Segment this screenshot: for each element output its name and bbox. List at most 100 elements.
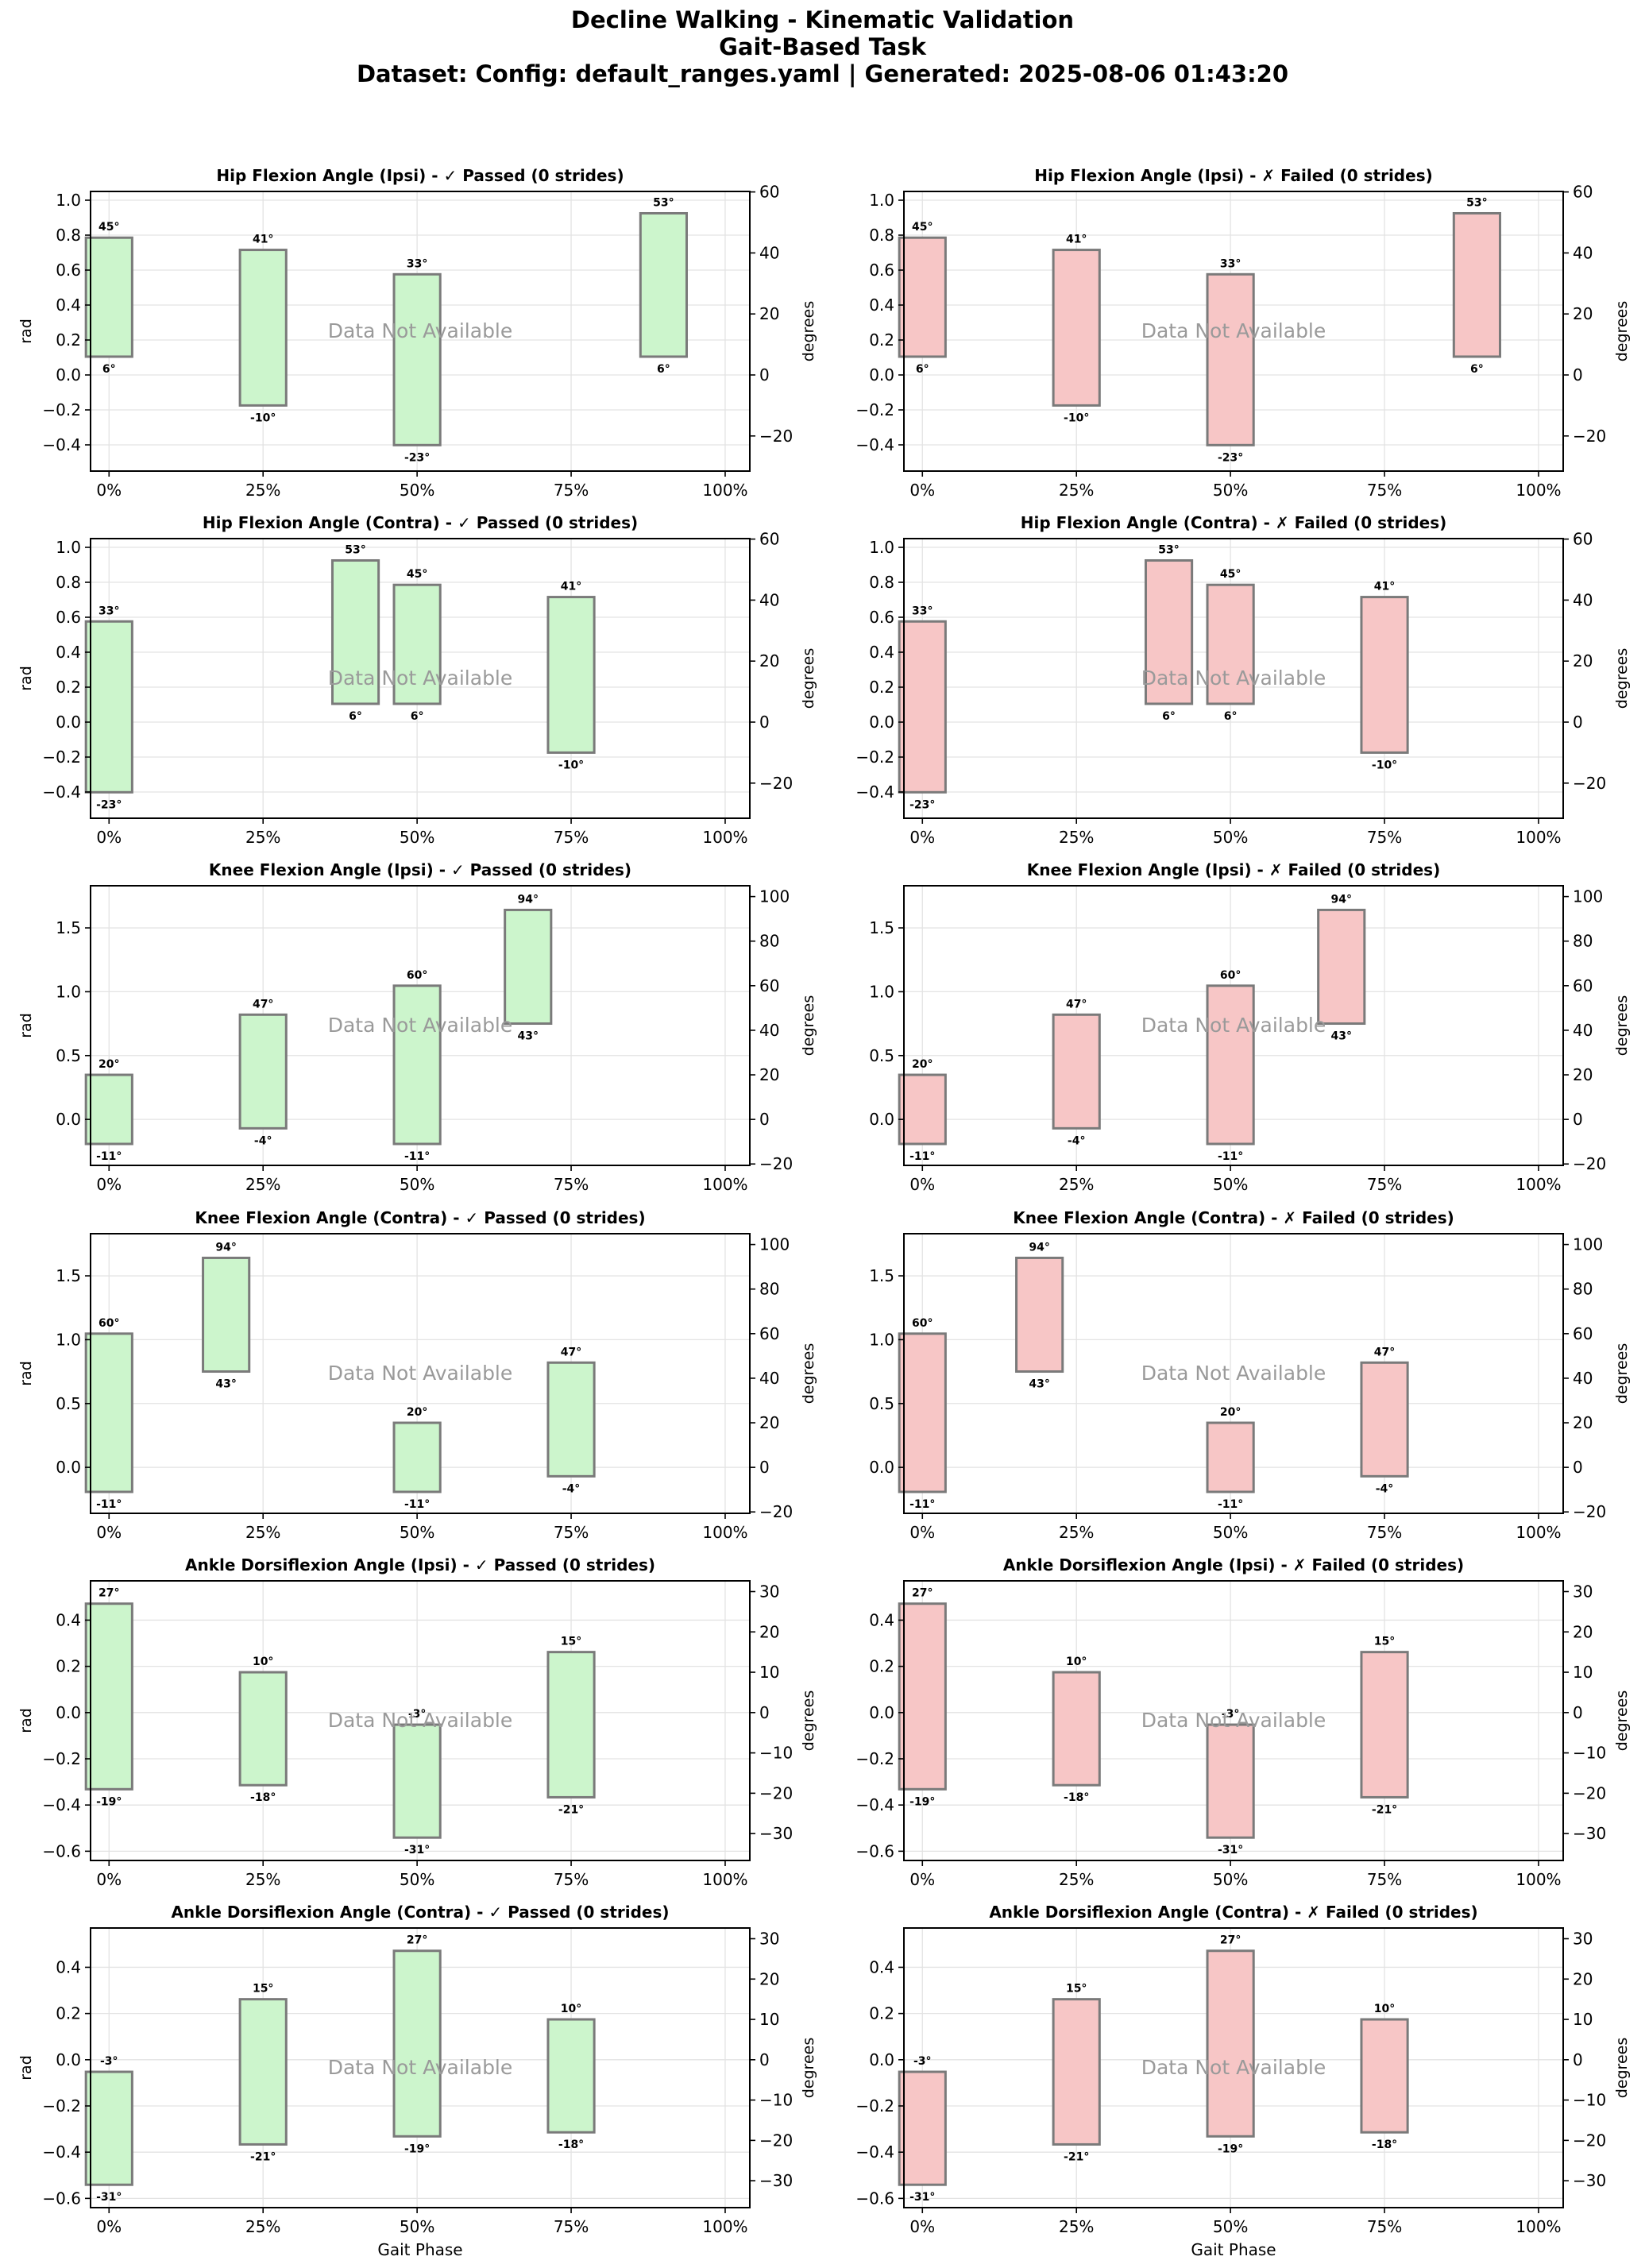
- subplot-title: Ankle Dorsiflexion Angle (Ipsi) - ✗ Fail…: [1003, 1555, 1464, 1574]
- range-box: [1144, 558, 1194, 705]
- y-tick-label: 0.2: [56, 2004, 81, 2023]
- y2-tick-label: 0: [759, 365, 770, 384]
- x-tick-label: 50%: [1213, 1870, 1248, 1889]
- range-box: [639, 211, 688, 358]
- y2-tick-label: 20: [759, 1413, 779, 1432]
- y-tick-label: 0.0: [869, 713, 894, 732]
- range-box: [238, 1998, 288, 2146]
- range-box: [1452, 211, 1501, 358]
- y2-tick-label: −30: [1573, 1824, 1606, 1843]
- range-max-label: 41°: [1066, 234, 1087, 246]
- x-tick-label: 75%: [554, 1870, 589, 1889]
- subplot-title: Knee Flexion Angle (Contra) - ✗ Failed (…: [1013, 1208, 1454, 1227]
- y2-tick-label: 100: [1573, 1235, 1603, 1254]
- range-max-label: 10°: [253, 1656, 273, 1668]
- range-max-label: 20°: [407, 1406, 427, 1419]
- range-min-label: -21°: [250, 2150, 276, 2163]
- y-tick-label: 0.2: [869, 1657, 894, 1676]
- y2-tick-label: −20: [759, 1502, 793, 1521]
- y2-axis-label: degrees: [1613, 2038, 1631, 2098]
- x-tick-label: 25%: [1059, 828, 1094, 847]
- range-min-label: -4°: [1068, 1134, 1086, 1147]
- x-tick-label: 50%: [1213, 1523, 1248, 1542]
- range-max-label: 15°: [561, 1636, 581, 1648]
- range-max-label: 53°: [1466, 196, 1487, 209]
- y2-tick-label: −30: [759, 2171, 793, 2190]
- x-tick-label: 75%: [1367, 828, 1402, 847]
- range-box: [1360, 1651, 1409, 1799]
- range-min-label: -4°: [254, 1134, 272, 1147]
- range-box: [1206, 1421, 1255, 1493]
- y-tick-label: 0.8: [869, 573, 894, 592]
- plot-frame: [90, 191, 751, 472]
- range-max-label: 41°: [253, 234, 273, 246]
- y-tick-label: 0.4: [56, 1957, 81, 1976]
- y2-tick-label: −20: [1573, 1783, 1606, 1802]
- range-max-label: 20°: [98, 1058, 119, 1071]
- subplot-3: 33° -23° 53° 6° 45° 6° 41° -10° −0.4 −0.2 0.0 0.2 0.…: [17, 513, 817, 847]
- figure-title: Decline Walking - Kinematic Validation: [570, 6, 1075, 33]
- y-tick-label: −0.6: [855, 1841, 894, 1860]
- range-min-label: -21°: [1064, 2150, 1089, 2163]
- no-data-text: Data Not Available: [328, 1014, 513, 1037]
- range-box: [84, 620, 133, 794]
- y2-tick-label: −20: [1573, 2131, 1606, 2150]
- range-max-label: 41°: [561, 581, 581, 593]
- y-axis-label: rad: [17, 2055, 35, 2081]
- y-tick-label: −0.2: [855, 1749, 894, 1768]
- range-max-label: 94°: [215, 1241, 236, 1254]
- plot-frame: [90, 1580, 751, 1861]
- range-min-label: -23°: [909, 798, 935, 811]
- x-tick-label: 50%: [1213, 1175, 1248, 1194]
- x-tick-label: 0%: [96, 1523, 122, 1542]
- range-max-label: -3°: [1222, 1708, 1240, 1721]
- y2-tick-label: 40: [1573, 1369, 1593, 1388]
- y2-tick-label: 40: [759, 1369, 779, 1388]
- subplot-title: Ankle Dorsiflexion Angle (Contra) - ✗ Fa…: [989, 1903, 1477, 1922]
- y2-tick-label: −10: [759, 1744, 793, 1763]
- y-tick-label: 1.5: [56, 918, 81, 937]
- range-box: [898, 1332, 947, 1493]
- range-min-label: 6°: [349, 710, 362, 723]
- y2-tick-label: 0: [1573, 1458, 1583, 1477]
- y-tick-label: 0.4: [56, 1610, 81, 1629]
- x-tick-label: 75%: [554, 1175, 589, 1194]
- y2-tick-label: 20: [1573, 1065, 1593, 1084]
- y2-tick-label: 10: [759, 1663, 779, 1682]
- range-box: [202, 1256, 251, 1374]
- subplot-1: 45° 6° 41° -10° 33° -23° 53° 6° −0.4 −0.2 0.0 0.2 0.…: [17, 166, 817, 500]
- y-tick-label: 0.0: [869, 2050, 894, 2069]
- plot-frame: [903, 1580, 1564, 1861]
- y-tick-label: 1.0: [56, 1330, 81, 1349]
- range-min-label: 6°: [916, 363, 929, 376]
- range-min-label: -18°: [1372, 2139, 1397, 2151]
- range-max-label: 10°: [561, 2003, 581, 2015]
- range-box: [330, 558, 380, 705]
- y2-tick-label: −20: [759, 1154, 793, 1173]
- x-tick-label: 25%: [245, 828, 280, 847]
- x-tick-label: 100%: [1516, 481, 1561, 500]
- range-box: [1206, 1949, 1255, 2138]
- range-box: [1360, 1361, 1409, 1478]
- y2-tick-label: 10: [1573, 2010, 1593, 2029]
- plot-frame: [90, 885, 751, 1166]
- y-tick-label: 1.0: [56, 538, 81, 557]
- y-tick-label: 1.0: [869, 191, 894, 210]
- x-tick-label: 75%: [554, 1523, 589, 1542]
- y2-tick-label: 60: [1573, 530, 1593, 549]
- y-tick-label: −0.2: [855, 400, 894, 419]
- range-box: [1015, 1256, 1064, 1374]
- range-max-label: 10°: [1374, 2003, 1395, 2015]
- y2-tick-label: 0: [1573, 2050, 1583, 2069]
- y2-axis-label: degrees: [1613, 1343, 1631, 1404]
- y-tick-label: 0.4: [56, 296, 81, 315]
- subplot-12: -3° -31° 15° -21° 27° -19° 10° -18° −0.6 −0.4 −0.2…: [855, 1903, 1631, 2259]
- y2-axis-label: degrees: [800, 648, 817, 709]
- range-min-label: -18°: [250, 1791, 276, 1804]
- subplot-7: 60° -11° 94° 43° 20° -11° 47° -4° 0.0 0.5 1.0 1.5 −2…: [17, 1208, 817, 1542]
- y2-tick-label: 20: [759, 1969, 779, 1988]
- y-tick-label: −0.6: [42, 2189, 81, 2208]
- y2-tick-label: −20: [1573, 1502, 1606, 1521]
- range-max-label: 20°: [1220, 1406, 1241, 1419]
